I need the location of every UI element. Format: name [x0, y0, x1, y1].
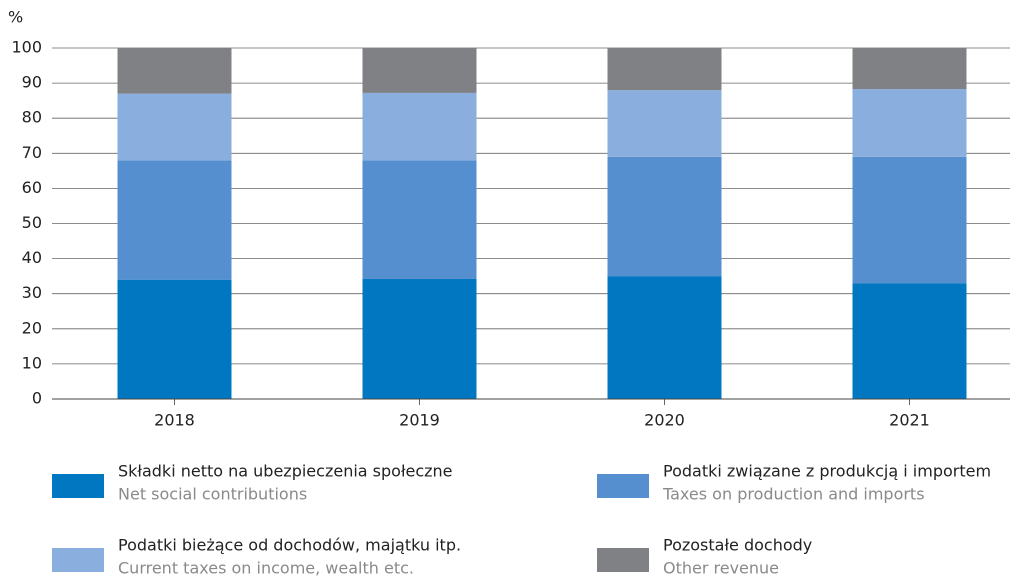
legend-sublabel: Current taxes on income, wealth etc. [118, 559, 414, 578]
bar-segment [607, 90, 722, 157]
x-tick-label: 2019 [399, 411, 440, 430]
bar-segment [607, 156, 722, 277]
y-tick-label: 90 [22, 73, 42, 92]
bar-segment [852, 283, 967, 399]
bar-segment [117, 48, 232, 94]
legend-sublabel: Taxes on production and imports [662, 485, 925, 504]
y-tick-label: 100 [11, 38, 42, 57]
y-tick-label: 0 [32, 389, 42, 408]
bar-segment [852, 89, 967, 157]
legend-swatch [597, 548, 649, 572]
legend-label: Podatki związane z produkcją i importem [663, 462, 991, 481]
legend-sublabel: Net social contributions [118, 485, 307, 504]
y-tick-label: 40 [22, 248, 42, 267]
bar-segment [117, 279, 232, 399]
legend-swatch [52, 474, 104, 498]
y-tick-label: 70 [22, 143, 42, 162]
y-tick-label: 10 [22, 353, 42, 372]
bar-segment [607, 276, 722, 399]
bar-segment [362, 92, 477, 161]
y-unit: % [8, 8, 23, 27]
y-tick-label: 50 [22, 213, 42, 232]
x-tick-label: 2018 [154, 411, 195, 430]
bar-segment [362, 48, 477, 93]
legend-sublabel: Other revenue [663, 559, 779, 578]
y-tick-label: 20 [22, 318, 42, 337]
bar-segment [852, 156, 967, 284]
legend-label: Składki netto na ubezpieczenia społeczne [118, 462, 453, 481]
y-tick-label: 30 [22, 283, 42, 302]
x-tick-label: 2021 [889, 411, 930, 430]
legend-swatch [52, 548, 104, 572]
bar-segment [607, 48, 722, 91]
x-tick-label: 2020 [644, 411, 685, 430]
legend-label: Podatki bieżące od dochodów, majątku itp… [118, 536, 461, 555]
y-tick-label: 60 [22, 178, 42, 197]
bar-segment [117, 160, 232, 280]
bar-segment [362, 160, 477, 279]
legend-swatch [597, 474, 649, 498]
bar-segment [852, 48, 967, 90]
bar-segment [362, 278, 477, 399]
bar-segment [117, 93, 232, 161]
legend-label: Pozostałe dochody [663, 536, 812, 555]
y-tick-label: 80 [22, 108, 42, 127]
